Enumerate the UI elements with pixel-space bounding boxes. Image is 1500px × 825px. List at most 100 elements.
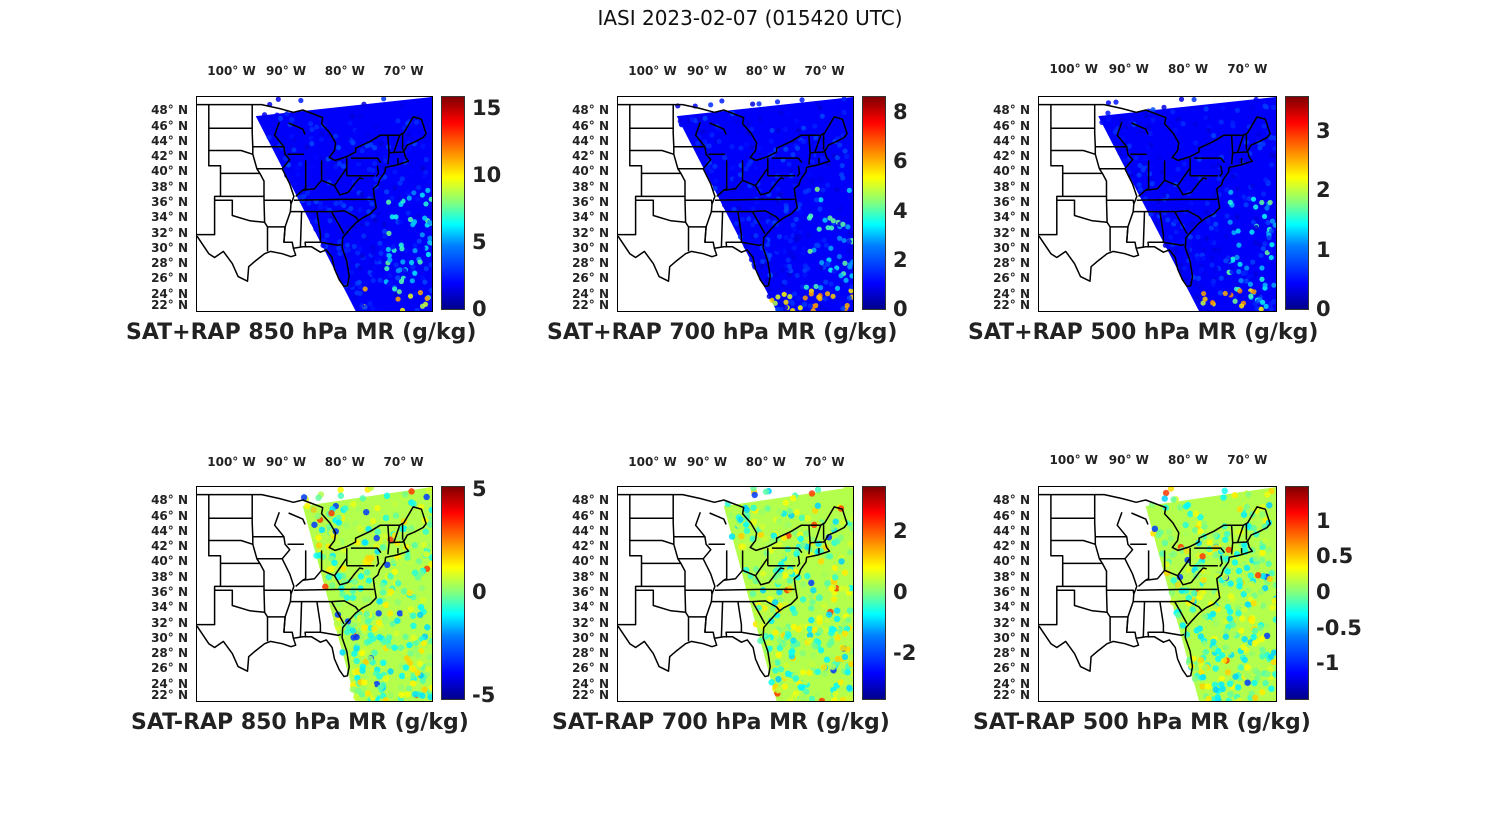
data-point [409,612,417,619]
data-point [834,155,840,161]
data-point [374,528,381,536]
data-point [848,515,853,523]
data-point [409,548,416,555]
data-point [288,133,295,139]
data-point [420,165,426,172]
data-point [372,217,378,223]
latitude-label: 34° N [993,600,1030,615]
data-point [414,669,421,677]
data-point [1199,674,1207,681]
data-point [844,153,850,160]
state-boundary [1142,211,1146,247]
data-point [753,119,759,125]
data-point [1105,100,1112,106]
data-point [1224,213,1230,219]
data-point [843,277,849,283]
data-point [847,540,853,547]
data-point [841,109,847,116]
data-point [357,246,363,252]
latitude-label: 26° N [993,271,1030,286]
data-point [783,299,789,305]
data-point [789,494,797,502]
data-point [1235,567,1243,575]
data-point [850,259,853,265]
data-point [1248,650,1256,657]
data-point [1261,123,1267,129]
data-point [362,658,370,666]
data-point [809,159,815,165]
latitude-label: 46° N [151,508,188,523]
data-point [808,695,816,701]
data-point [292,180,298,186]
longitude-label: 80° W [745,455,786,469]
data-point [845,224,851,230]
data-point [363,569,371,576]
data-point [834,285,841,291]
data-point [375,306,381,311]
data-point [1212,665,1219,672]
data-point [820,602,828,610]
data-point [1187,510,1194,518]
state-boundary [1236,524,1245,544]
latitude-label: 42° N [151,539,188,554]
data-point [426,521,432,528]
data-point [344,148,351,154]
data-point [840,175,846,181]
data-point [1182,530,1190,538]
data-point [757,116,763,122]
data-point [428,561,432,568]
data-point [1269,152,1275,158]
data-point [774,246,780,252]
data-point [1264,491,1271,498]
data-point [1167,535,1174,542]
colorbar-tick-label: 0 [1316,580,1331,604]
data-point [403,655,411,662]
data-point [1232,115,1238,121]
data-point [1267,665,1274,672]
colorbar-tick-label: 8 [893,100,908,125]
data-point [1211,247,1218,253]
colorbar-tick-label: -1 [1316,651,1340,676]
data-point [1206,539,1213,546]
data-point [1230,257,1236,263]
state-boundary [1132,600,1203,612]
data-point [1270,658,1276,666]
data-point [1227,199,1233,205]
data-point [1167,119,1173,125]
data-point [284,111,290,117]
data-point [424,295,430,302]
data-point [1215,647,1222,655]
data-point [1260,299,1266,305]
data-point [1227,691,1234,698]
latitude-label: 34° N [572,210,609,225]
data-point [1188,662,1195,670]
data-point [830,596,838,603]
data-point [370,244,376,250]
state-boundary [214,199,265,224]
data-point [775,186,781,192]
data-point [1192,121,1198,128]
data-point [1211,681,1219,688]
state-boundary [1138,558,1191,587]
state-boundary [808,135,811,165]
data-point [1226,615,1233,622]
data-point [708,102,714,108]
data-point [1211,604,1219,611]
data-point [1267,653,1275,660]
data-point [1201,664,1208,671]
data-point [1263,166,1269,172]
state-boundary [302,550,307,581]
data-point [1099,119,1105,126]
longitude-label: 80° W [324,64,365,78]
data-point [400,588,408,595]
data-point [830,578,838,586]
data-point [809,598,816,606]
data-point [367,655,374,662]
data-point [406,659,414,667]
data-point [840,305,846,311]
data-point [712,163,718,169]
data-point [849,284,853,290]
state-boundary [214,589,265,614]
data-point [314,177,320,183]
data-point [837,679,844,686]
